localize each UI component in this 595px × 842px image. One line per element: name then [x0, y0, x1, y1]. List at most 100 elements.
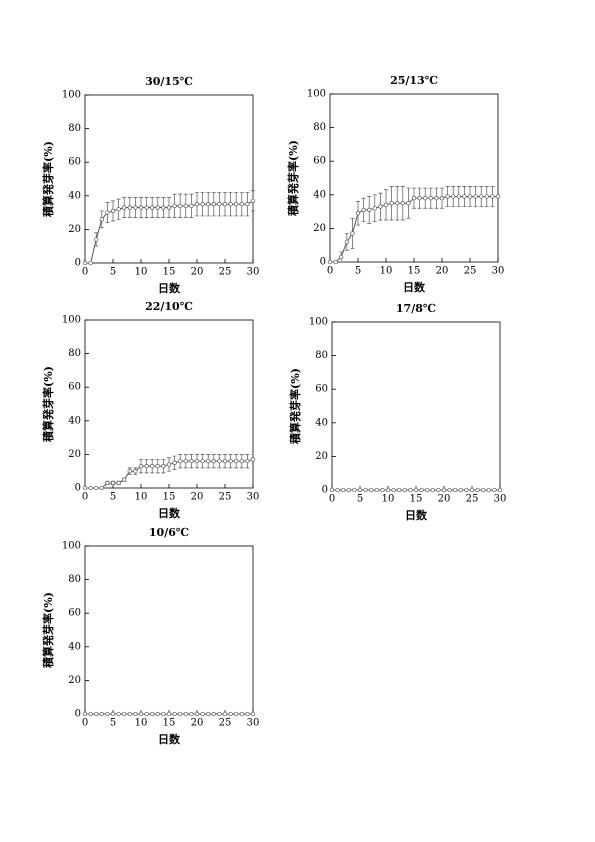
- x-tick-label: 10: [380, 266, 393, 277]
- x-tick-label: 0: [327, 266, 333, 277]
- data-marker: [189, 458, 194, 464]
- data-marker: [411, 196, 417, 201]
- data-marker: [94, 237, 99, 242]
- y-tick-label: 100: [62, 315, 81, 326]
- x-tick-label: 15: [408, 266, 421, 277]
- data-marker: [178, 458, 183, 464]
- data-marker: [178, 711, 183, 717]
- data-marker: [122, 711, 127, 717]
- y-tick-label: 80: [68, 123, 81, 134]
- data-marker: [441, 487, 447, 493]
- y-tick-label: 80: [68, 574, 81, 585]
- x-tick-label: 30: [247, 492, 260, 503]
- y-tick-label: 60: [313, 156, 326, 167]
- data-marker: [469, 487, 475, 493]
- data-marker: [339, 254, 344, 260]
- data-marker: [453, 487, 458, 493]
- x-tick-label: 20: [436, 266, 449, 277]
- data-marker: [200, 458, 205, 464]
- data-marker: [413, 487, 419, 493]
- data-marker: [217, 711, 222, 717]
- chart-title: 25/13℃: [390, 74, 438, 87]
- data-marker: [479, 194, 484, 199]
- y-tick-label: 0: [75, 709, 81, 720]
- data-marker: [105, 480, 110, 486]
- x-tick-label: 25: [466, 494, 479, 505]
- data-marker: [110, 208, 116, 214]
- data-marker: [423, 196, 428, 201]
- data-marker: [222, 202, 228, 207]
- data-marker: [127, 711, 132, 717]
- data-marker: [94, 711, 99, 717]
- data-marker: [245, 202, 250, 207]
- y-tick-label: 20: [68, 224, 81, 235]
- data-marker: [94, 485, 99, 491]
- data-marker: [155, 205, 160, 210]
- data-marker: [172, 460, 177, 465]
- chart: 30/15℃ 日数 積算発芽率(%) 0 20 40 60 80 100 0 5 10 15 20 25 30: [41, 75, 259, 295]
- data-marker: [497, 487, 503, 493]
- data-marker: [355, 211, 361, 216]
- data-marker: [333, 259, 338, 265]
- data-marker: [189, 711, 194, 717]
- data-marker: [344, 239, 349, 244]
- data-marker: [172, 711, 177, 717]
- y-tick-label: 40: [68, 415, 81, 426]
- y-tick-label: 80: [313, 122, 326, 133]
- y-tick-label: 20: [68, 449, 81, 460]
- data-marker: [352, 487, 357, 493]
- data-marker: [110, 711, 116, 717]
- y-tick-label: 0: [322, 485, 328, 496]
- y-tick-label: 60: [68, 382, 81, 393]
- y-tick-label: 40: [68, 190, 81, 201]
- data-marker: [206, 202, 211, 207]
- data-marker: [150, 711, 155, 717]
- data-marker: [486, 487, 491, 493]
- y-tick-label: 0: [75, 483, 81, 494]
- data-marker: [166, 711, 172, 717]
- x-axis-label: 日数: [158, 732, 181, 746]
- data-marker: [138, 205, 144, 210]
- x-tick-label: 15: [163, 267, 176, 278]
- data-marker: [183, 458, 188, 464]
- data-marker: [150, 205, 155, 210]
- data-marker: [417, 196, 422, 201]
- y-tick-label: 100: [62, 90, 81, 101]
- chart: 25/13℃ 日数 積算発芽率(%) 0 20 40 60 80 100 0 5 10 15 20 25 30: [286, 74, 504, 294]
- data-marker: [127, 205, 132, 210]
- x-tick-label: 15: [163, 492, 176, 503]
- x-tick-label: 5: [355, 266, 361, 277]
- x-tick-label: 25: [219, 267, 232, 278]
- data-marker: [183, 711, 188, 717]
- data-marker: [211, 711, 216, 717]
- y-tick-label: 40: [68, 641, 81, 652]
- x-tick-label: 20: [191, 718, 204, 729]
- y-tick-label: 60: [68, 608, 81, 619]
- data-marker: [372, 206, 377, 211]
- data-marker: [110, 480, 116, 486]
- data-marker: [385, 487, 391, 493]
- data-marker: [144, 205, 149, 210]
- y-tick-label: 100: [307, 89, 326, 100]
- data-marker: [122, 205, 127, 210]
- x-tick-label: 10: [135, 492, 148, 503]
- data-marker: [434, 196, 439, 201]
- x-tick-label: 0: [82, 267, 88, 278]
- x-tick-label: 25: [219, 718, 232, 729]
- data-marker: [239, 202, 244, 207]
- x-axis-label: 日数: [158, 281, 181, 295]
- x-tick-label: 25: [219, 492, 232, 503]
- x-tick-label: 15: [410, 494, 423, 505]
- data-marker: [161, 205, 166, 210]
- data-marker: [428, 196, 433, 201]
- data-marker: [194, 202, 200, 207]
- data-marker: [133, 205, 138, 210]
- data-marker: [395, 201, 400, 206]
- data-marker: [155, 464, 160, 469]
- data-marker: [481, 487, 486, 493]
- data-marker: [166, 205, 172, 210]
- data-marker: [245, 458, 250, 464]
- data-marker: [389, 201, 394, 206]
- data-marker: [200, 711, 205, 717]
- data-marker: [161, 464, 166, 469]
